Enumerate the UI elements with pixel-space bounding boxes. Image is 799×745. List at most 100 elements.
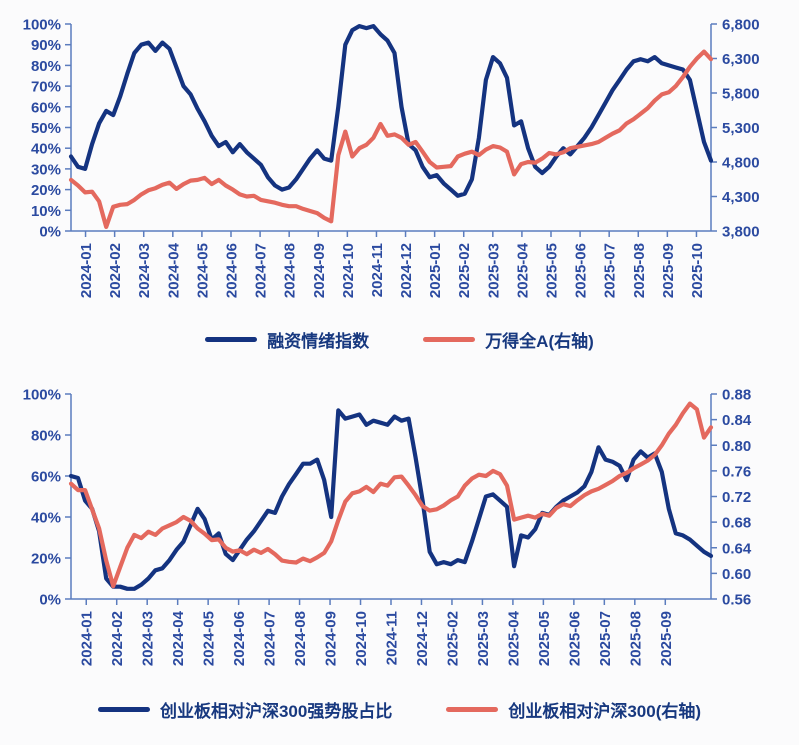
svg-text:2024-07: 2024-07	[262, 611, 279, 666]
svg-text:2025-02: 2025-02	[444, 611, 461, 666]
legend-label: 万得全A(右轴)	[485, 332, 594, 351]
svg-text:80%: 80%	[31, 58, 61, 75]
svg-text:30%: 30%	[31, 161, 61, 178]
legend-label: 创业板相对沪深300(右轴)	[508, 702, 702, 721]
axes	[70, 394, 712, 600]
svg-text:2025-04: 2025-04	[514, 242, 531, 298]
svg-text:2024-09: 2024-09	[311, 243, 328, 298]
svg-text:2025-09: 2025-09	[658, 611, 675, 666]
legend-top: 融资情绪指数 万得全A(右轴)	[0, 327, 799, 352]
y-axis-right-labels: 3,800 4,300 4,800 5,300 5,800 6,300 6,800	[711, 17, 760, 241]
svg-text:2025-07: 2025-07	[597, 611, 614, 666]
financing-sentiment-chart: 0% 10% 20% 30% 40% 50% 60% 70% 80% 90% 100% 3,800 4,…	[23, 17, 760, 299]
series-line-0	[68, 24, 714, 198]
svg-text:2024-05: 2024-05	[194, 243, 211, 298]
svg-text:80%: 80%	[31, 428, 61, 445]
svg-text:2024-05: 2024-05	[201, 611, 218, 666]
svg-text:6,300: 6,300	[722, 51, 760, 68]
svg-text:4,800: 4,800	[722, 155, 760, 172]
legend-item-financing-sentiment: 融资情绪指数	[205, 327, 369, 352]
svg-text:2025-09: 2025-09	[660, 243, 677, 298]
svg-text:2025-03: 2025-03	[485, 243, 502, 298]
svg-text:6,800: 6,800	[722, 17, 760, 34]
svg-text:50%: 50%	[31, 120, 61, 137]
svg-text:2025-02: 2025-02	[456, 243, 473, 298]
svg-text:3,800: 3,800	[722, 224, 760, 241]
svg-text:2024-09: 2024-09	[323, 611, 340, 666]
y-axis-left-labels: 0% 10% 20% 30% 40% 50% 60% 70% 80% 90% 100%	[23, 17, 71, 241]
svg-text:40%: 40%	[31, 141, 61, 158]
svg-text:0.56: 0.56	[722, 592, 751, 609]
legend-label: 创业板相对沪深300强势股占比	[159, 702, 393, 721]
svg-text:100%: 100%	[23, 17, 61, 34]
svg-text:100%: 100%	[23, 387, 61, 404]
navy-line-marker-icon	[97, 707, 150, 712]
legend-bottom: 创业板相对沪深300强势股占比 创业板相对沪深300(右轴)	[0, 697, 799, 722]
svg-text:2025-05: 2025-05	[536, 611, 553, 666]
svg-text:0.84: 0.84	[722, 412, 752, 429]
series-line-1	[68, 49, 714, 229]
svg-text:2024-10: 2024-10	[340, 243, 357, 298]
svg-text:2024-11: 2024-11	[384, 611, 401, 665]
legend-item-chinext-strong-ratio: 创业板相对沪深300强势股占比	[97, 697, 393, 722]
svg-text:2025-07: 2025-07	[602, 243, 619, 298]
svg-text:2025-03: 2025-03	[475, 611, 492, 666]
svg-text:2024-11: 2024-11	[369, 243, 386, 297]
svg-text:0%: 0%	[39, 224, 61, 241]
chinext-relative-chart: 0%20%40%60%80%100%0.560.600.640.680.720.…	[23, 387, 752, 667]
svg-text:60%: 60%	[31, 99, 61, 116]
svg-text:0.60: 0.60	[722, 566, 751, 583]
svg-text:0.72: 0.72	[722, 489, 751, 506]
svg-text:2024-12: 2024-12	[398, 243, 415, 298]
svg-text:70%: 70%	[31, 79, 61, 96]
axes	[70, 24, 712, 232]
svg-text:10%: 10%	[31, 203, 61, 220]
svg-text:5,300: 5,300	[722, 120, 760, 137]
svg-text:2025-08: 2025-08	[627, 611, 644, 666]
svg-text:2024-04: 2024-04	[165, 242, 182, 298]
svg-text:2024-01: 2024-01	[79, 611, 96, 666]
navy-line-marker-icon	[205, 337, 258, 342]
svg-text:2024-06: 2024-06	[224, 243, 241, 298]
legend-label: 融资情绪指数	[267, 332, 370, 351]
svg-text:2024-02: 2024-02	[109, 611, 126, 666]
svg-text:2025-08: 2025-08	[631, 243, 648, 298]
svg-text:2024-07: 2024-07	[253, 243, 270, 298]
svg-text:0.68: 0.68	[722, 515, 751, 532]
svg-text:2025-01: 2025-01	[427, 243, 444, 298]
svg-text:40%: 40%	[31, 510, 61, 527]
svg-text:2024-12: 2024-12	[414, 611, 431, 666]
x-axis-labels: 2024-01 2024-02 2024-03 2024-04 2024-05 2024-…	[78, 231, 706, 298]
svg-text:2024-03: 2024-03	[140, 611, 157, 666]
svg-text:0%: 0%	[39, 592, 61, 609]
y-axis-right-labels: 0.56 0.60 0.64 0.68 0.72 0.76 0.80 0.84 0.88	[711, 387, 752, 609]
svg-text:2024-04: 2024-04	[170, 610, 187, 666]
series-line-0	[68, 408, 714, 591]
y-axis-left-labels: 0% 20% 40% 60% 80% 100%	[23, 387, 71, 609]
svg-text:20%: 20%	[31, 182, 61, 199]
legend-item-wind-all-a: 万得全A(右轴)	[423, 327, 594, 352]
svg-text:2024-01: 2024-01	[78, 243, 95, 298]
svg-text:2024-08: 2024-08	[282, 243, 299, 298]
svg-text:0.76: 0.76	[722, 463, 751, 480]
svg-text:90%: 90%	[31, 37, 61, 54]
svg-text:0.80: 0.80	[722, 438, 751, 455]
red-line-marker-icon	[446, 707, 499, 712]
legend-item-chinext-relative: 创业板相对沪深300(右轴)	[446, 697, 701, 722]
svg-text:5,800: 5,800	[722, 86, 760, 103]
svg-text:2024-10: 2024-10	[353, 611, 370, 666]
svg-text:2024-06: 2024-06	[231, 611, 248, 666]
svg-text:0.64: 0.64	[722, 540, 752, 557]
svg-text:4,300: 4,300	[722, 189, 760, 206]
svg-text:2024-08: 2024-08	[292, 611, 309, 666]
svg-text:2024-03: 2024-03	[136, 243, 153, 298]
red-line-marker-icon	[423, 337, 476, 342]
series-line-1	[68, 401, 714, 589]
svg-text:20%: 20%	[31, 551, 61, 568]
svg-text:2025-04: 2025-04	[505, 610, 522, 666]
svg-text:0.88: 0.88	[722, 387, 751, 404]
svg-text:2025-06: 2025-06	[573, 243, 590, 298]
svg-text:2025-05: 2025-05	[544, 243, 561, 298]
svg-text:2024-02: 2024-02	[107, 243, 124, 298]
